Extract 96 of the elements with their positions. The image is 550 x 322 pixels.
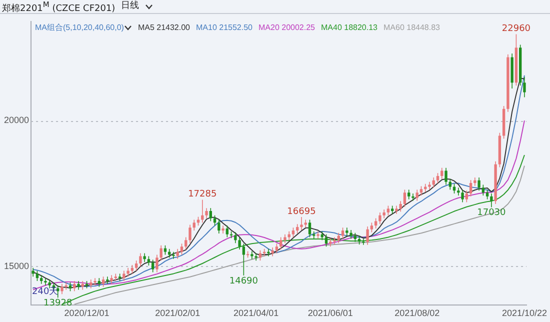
- annotation: 240天: [32, 286, 58, 298]
- candlestick: [300, 216, 303, 230]
- candlestick: [180, 243, 184, 256]
- candlestick: [184, 236, 188, 250]
- candlestick: [188, 224, 192, 244]
- candlestick: [329, 238, 332, 247]
- candlestick: [234, 232, 237, 244]
- annotation: 16695: [287, 206, 316, 217]
- x-tick-label: 2021/08/02: [394, 308, 440, 318]
- legend-label: MA5 21432.00: [138, 23, 190, 32]
- candlestick: [73, 280, 76, 292]
- chart-subtitle: 日线: [121, 0, 140, 13]
- candlestick: [370, 222, 374, 233]
- candlestick: [292, 227, 295, 238]
- candlestick: [395, 205, 398, 214]
- x-tick-label: 2021/06/01: [308, 308, 353, 318]
- candlestick: [64, 282, 68, 290]
- candlestick: [403, 189, 406, 208]
- text: MA10 21552.50: [196, 23, 252, 32]
- candlestick: [106, 276, 109, 284]
- candlestick: [160, 245, 162, 261]
- candlestick: [44, 278, 47, 286]
- candlestick: [490, 193, 493, 208]
- candlestick: [308, 219, 312, 238]
- text: MA20 20002.25: [258, 23, 315, 32]
- candlestick: [478, 177, 480, 191]
- annotation: 17030: [477, 208, 506, 218]
- candlestick: [222, 225, 224, 234]
- x-tick-label: 2021/02/01: [155, 308, 200, 318]
- candlestick: [448, 178, 452, 190]
- text: MA40 18820.13: [321, 23, 378, 32]
- candlestick: [275, 243, 278, 254]
- chart-title: 郑棉2201$^{M}$ (CZCE CF201): [2, 0, 116, 16]
- candlestick: [399, 200, 402, 212]
- candlestick: [151, 259, 154, 273]
- candlestick: [147, 256, 150, 266]
- candlestick: [36, 270, 39, 282]
- candlestick: [408, 189, 410, 200]
- legend-title: MA组合(5,10,20,40,60,0): [35, 22, 124, 34]
- candlestick: [122, 270, 126, 282]
- candlestick: [254, 252, 258, 261]
- candlestick: [296, 224, 299, 234]
- y-tick-label: 15000: [4, 260, 30, 271]
- candlestick: [60, 284, 64, 295]
- candlestick: [280, 236, 282, 250]
- x-tick-label: 2021/10/22: [502, 308, 547, 318]
- candlestick: [176, 248, 179, 260]
- candlestick: [205, 208, 208, 219]
- candlestick: [412, 193, 414, 202]
- candlestick: [250, 250, 254, 260]
- annotation: 14690: [229, 276, 258, 286]
- candlestick: [523, 76, 526, 98]
- candlestick: [242, 243, 246, 276]
- candlestick: [192, 219, 196, 231]
- candlestick: [312, 231, 316, 240]
- candlestick: [486, 189, 489, 200]
- text: MA60 18448.83: [384, 23, 440, 32]
- candlestick: [386, 205, 390, 216]
- candlestick: [469, 180, 472, 197]
- candlestick: [316, 231, 320, 240]
- candlestick: [416, 189, 418, 202]
- candlestick: [482, 184, 485, 196]
- candlestick: [102, 276, 105, 288]
- candlestick: [218, 219, 220, 234]
- x-tick-label: 2020/12/01: [64, 308, 110, 318]
- annotation: 17285: [188, 190, 217, 200]
- candlestick: [324, 234, 328, 247]
- candlestick: [374, 218, 378, 229]
- candlestick: [164, 245, 167, 256]
- candlestick: [94, 278, 96, 286]
- x-tick-label: 2021/04/01: [234, 308, 279, 318]
- candlestick: [457, 187, 460, 196]
- candlestick: [341, 227, 344, 240]
- candlestick: [465, 190, 468, 203]
- y-tick-label: 20000: [4, 115, 30, 126]
- candlestick: [420, 186, 423, 196]
- candlestick: [440, 167, 444, 180]
- candlestick: [346, 227, 348, 236]
- annotation: 22960: [502, 24, 531, 34]
- candlestick: [238, 236, 241, 250]
- candlestick: [267, 248, 270, 257]
- candlestick: [172, 251, 175, 260]
- candlestick: [461, 189, 464, 203]
- candlestick: [366, 226, 369, 246]
- candlestick: [378, 212, 382, 225]
- candlestick: [156, 254, 158, 273]
- candlestick: [333, 236, 336, 245]
- annotation: 13928: [44, 298, 72, 309]
- candlestick: [304, 219, 307, 228]
- candlestick: [134, 260, 138, 272]
- candlestick: [444, 167, 448, 186]
- candlestick: [226, 225, 229, 238]
- candlestick: [436, 172, 440, 184]
- candlestick: [139, 252, 142, 267]
- candlestick: [209, 208, 212, 222]
- candlestick: [362, 238, 365, 246]
